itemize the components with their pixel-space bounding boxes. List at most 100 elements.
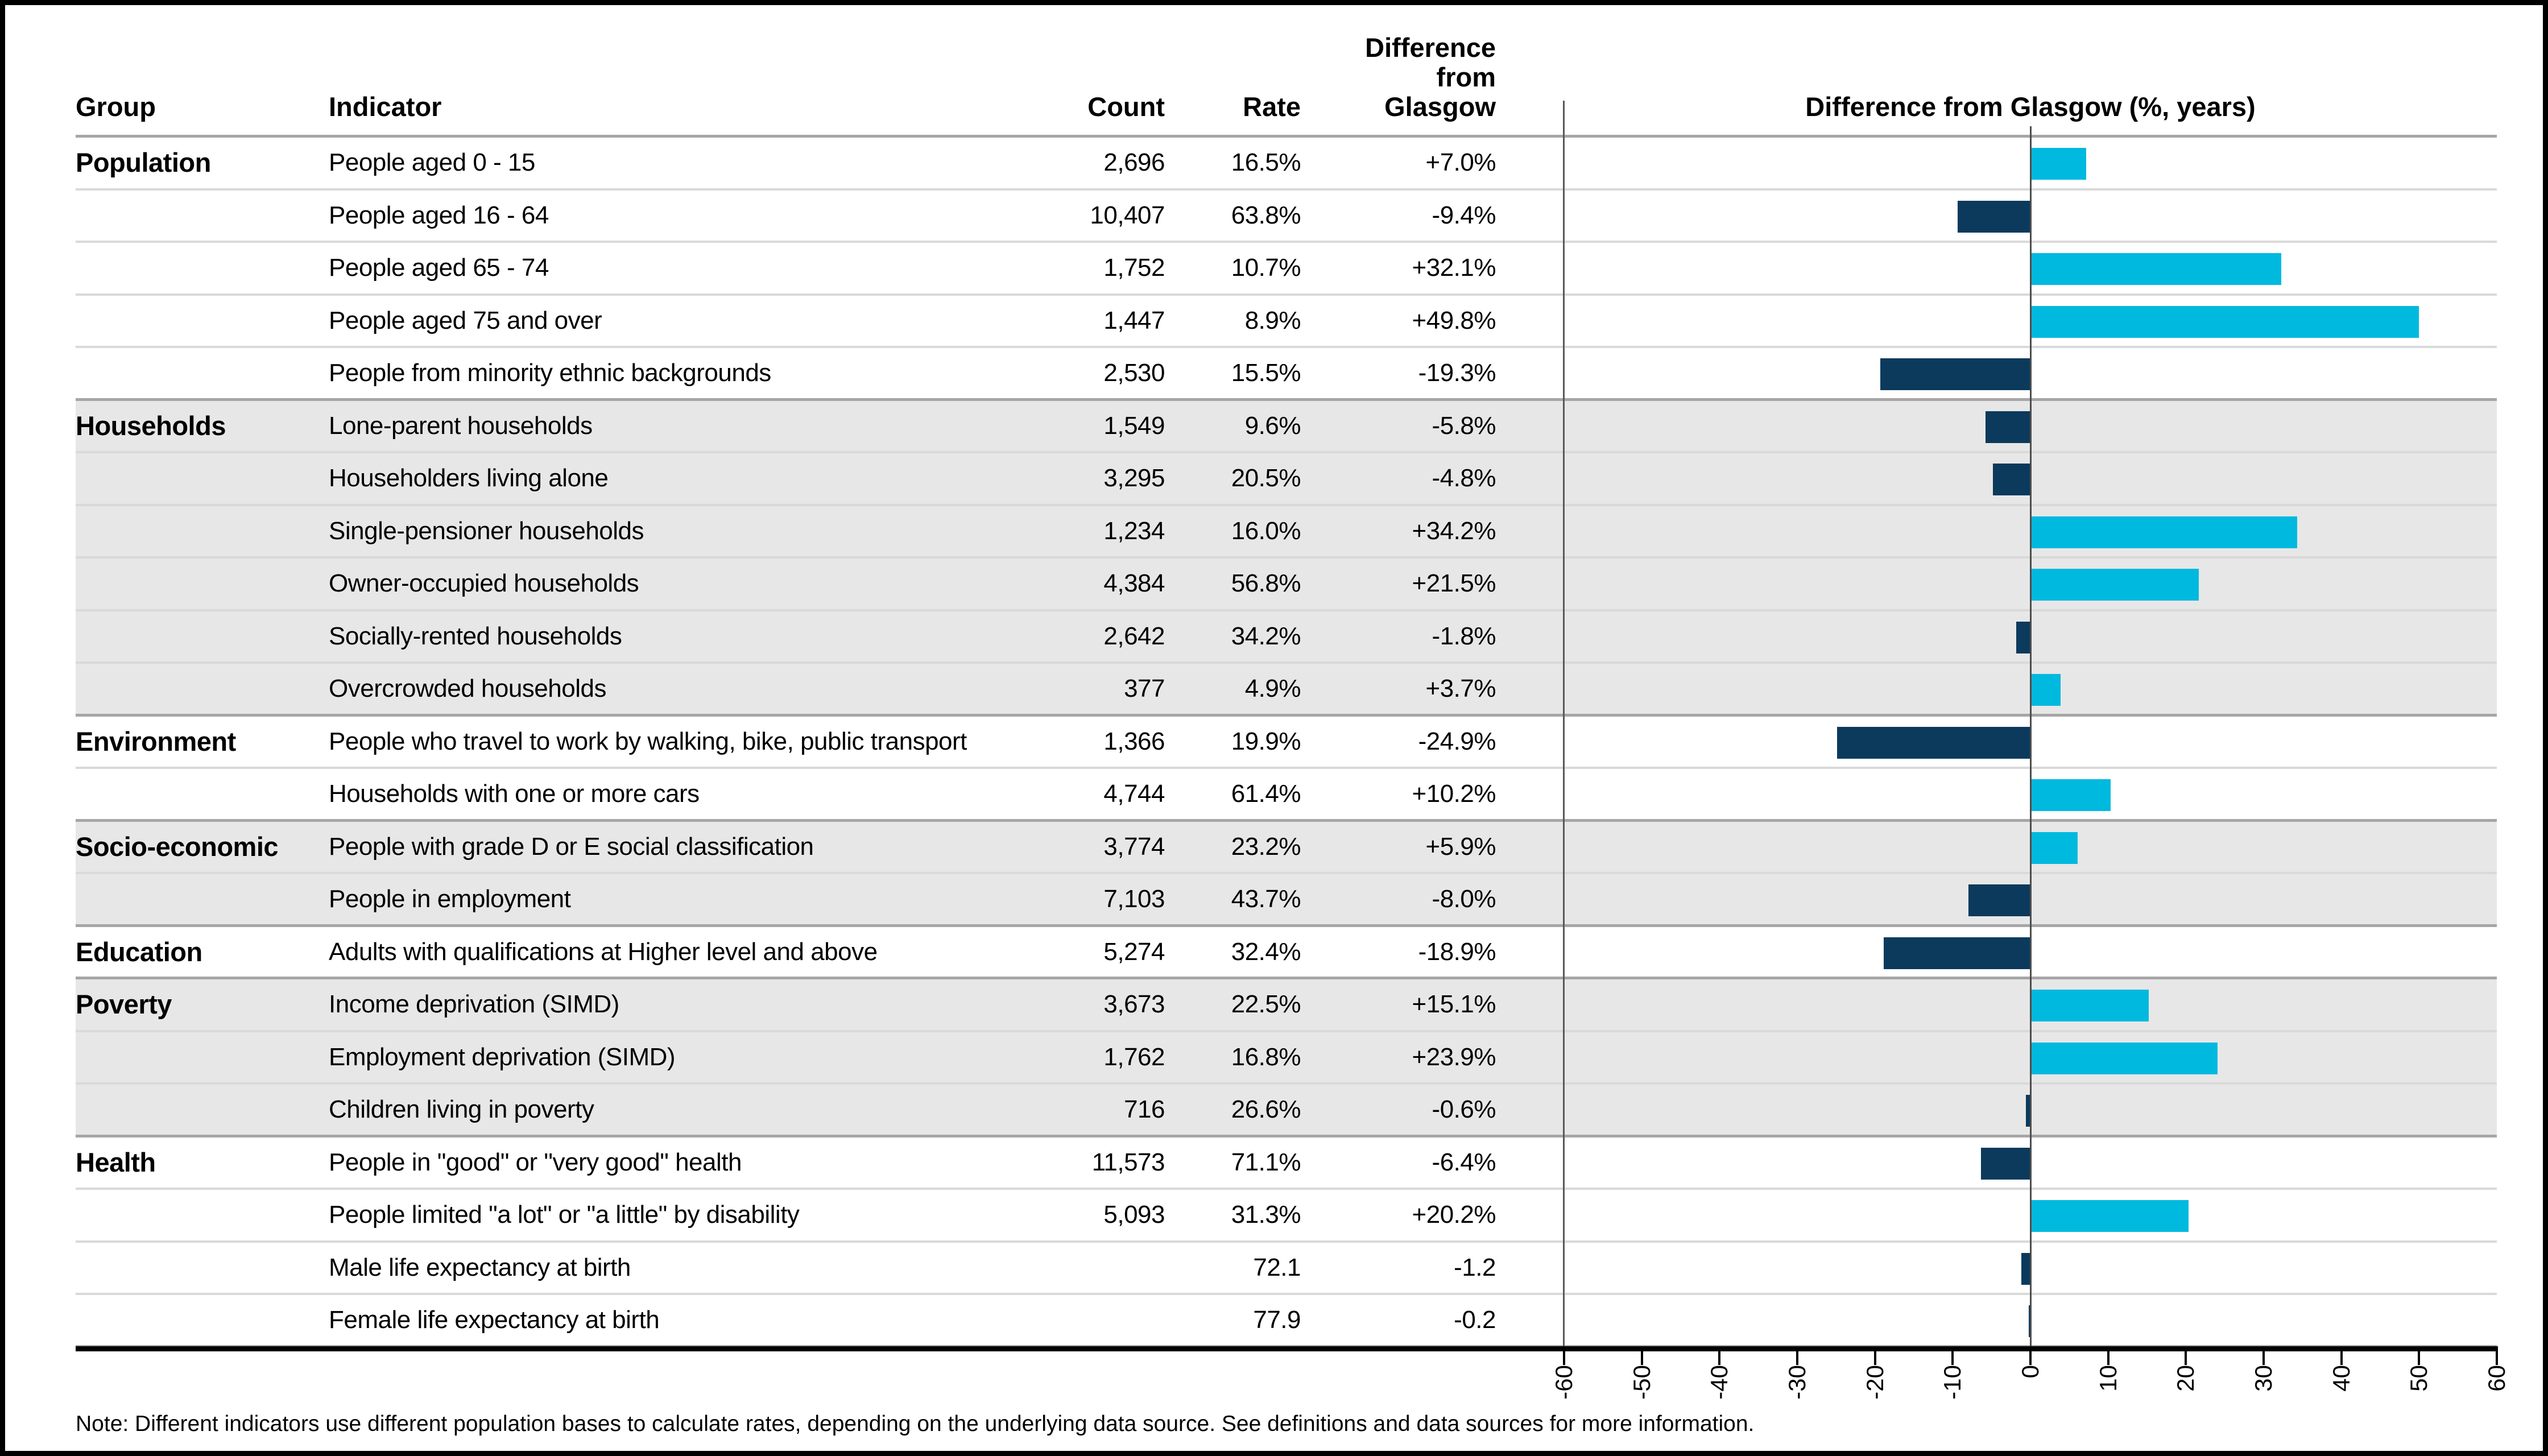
- diff-bar: [2032, 1042, 2218, 1074]
- rate-cell: 63.8%: [1231, 201, 1301, 229]
- indicator-cell: People in employment: [329, 885, 571, 913]
- axis-tick: [1951, 1351, 1954, 1365]
- chart-cell: [1564, 559, 2497, 609]
- diff-cell: -1.2: [1454, 1253, 1496, 1281]
- diff-bar: [1836, 726, 2030, 759]
- table-row: Households with one or more cars 4,744 61.…: [76, 769, 2497, 822]
- chart-cell: [1564, 1190, 2497, 1240]
- count-cell: 3,673: [1103, 990, 1165, 1018]
- count-cell: 1,752: [1103, 254, 1165, 282]
- rate-cell: 22.5%: [1231, 990, 1301, 1018]
- chart-cell: [1564, 874, 2497, 924]
- group-cell: Poverty: [76, 989, 172, 1019]
- indicator-cell: Households with one or more cars: [329, 780, 700, 808]
- chart-cell: [1564, 1243, 2497, 1293]
- table-row: Female life expectancy at birth 77.9 -0.2: [76, 1295, 2497, 1348]
- rate-cell: 8.9%: [1244, 306, 1301, 334]
- rate-cell: 9.6%: [1244, 411, 1301, 440]
- chart-title: Difference from Glasgow (%, years): [1805, 92, 2256, 122]
- group-cell: Health: [76, 1147, 156, 1177]
- diff-bar: [2032, 674, 2061, 706]
- rate-cell: 10.7%: [1231, 254, 1301, 282]
- rate-cell: 32.4%: [1231, 937, 1301, 966]
- indicator-cell: Single-pensioner households: [329, 516, 644, 545]
- axis-tick-label: 20: [2172, 1365, 2199, 1392]
- chart-cell: [1564, 769, 2497, 819]
- count-cell: 716: [1124, 1095, 1165, 1123]
- x-axis-line: [76, 1346, 2498, 1351]
- indicator-cell: People aged 16 - 64: [329, 201, 549, 229]
- group-cell: Socio-economic: [76, 831, 279, 862]
- diff-cell: +49.8%: [1412, 306, 1496, 334]
- rate-cell: 23.2%: [1231, 832, 1301, 861]
- diff-bar: [2025, 1095, 2030, 1127]
- header-indicator: Indicator: [329, 92, 442, 122]
- rate-cell: 34.2%: [1231, 622, 1301, 650]
- table-row: Households Lone-parent households 1,549 9.6…: [76, 400, 2497, 453]
- group-cell: Population: [76, 147, 211, 177]
- diff-bar: [1980, 1147, 2030, 1180]
- axis-tick: [2029, 1351, 2032, 1365]
- table-row: People aged 75 and over 1,447 8.9% +49.8%: [76, 296, 2497, 348]
- table-row: Employment deprivation (SIMD) 1,762 16.8% +…: [76, 1032, 2497, 1085]
- axis-tick: [2496, 1351, 2498, 1365]
- chart-cell: [1564, 506, 2497, 557]
- chart-cell: [1564, 191, 2497, 241]
- indicator-cell: People aged 0 - 15: [329, 148, 535, 176]
- axis-tick: [1718, 1351, 1721, 1365]
- table-row: Poverty Income deprivation (SIMD) 3,673 22.…: [76, 979, 2497, 1032]
- chart-cell: [1564, 1138, 2497, 1188]
- diff-bar: [2032, 1200, 2189, 1232]
- rate-cell: 16.8%: [1231, 1043, 1301, 1071]
- diff-cell: -24.9%: [1418, 727, 1496, 755]
- table-row: Health People in "good" or "very good" he…: [76, 1138, 2497, 1190]
- count-cell: 11,573: [1091, 1148, 1165, 1176]
- indicator-cell: Female life expectancy at birth: [329, 1306, 660, 1334]
- diff-cell: +5.9%: [1425, 832, 1496, 861]
- axis-tick-label: 10: [2094, 1365, 2121, 1392]
- count-cell: 2,642: [1103, 622, 1165, 650]
- rate-cell: 56.8%: [1231, 569, 1301, 597]
- rate-cell: 15.5%: [1231, 359, 1301, 387]
- rate-cell: 31.3%: [1231, 1201, 1301, 1228]
- axis-tick: [2107, 1351, 2109, 1365]
- indicator-cell: Socially-rented households: [329, 622, 622, 650]
- axis-tick-label: -10: [1939, 1365, 1966, 1400]
- diff-bar: [2032, 990, 2149, 1021]
- header-count: Count: [1087, 92, 1165, 122]
- group-cell: Households: [76, 410, 226, 441]
- indicator-cell: Lone-parent households: [329, 411, 593, 440]
- chart-cell: [1564, 611, 2497, 662]
- group-cell: [76, 348, 323, 398]
- diff-cell: +10.2%: [1412, 780, 1496, 808]
- group-cell: [76, 1243, 323, 1293]
- rate-cell: 61.4%: [1231, 780, 1301, 808]
- table-row: Environment People who travel to work by …: [76, 717, 2497, 769]
- table-body: Population People aged 0 - 15 2,696 16.5% +7…: [76, 138, 2497, 1348]
- diff-cell: -1.8%: [1432, 622, 1496, 650]
- header-group: Group: [76, 92, 156, 122]
- axis-tick: [1563, 1351, 1565, 1365]
- header-difference-line3: Glasgow: [1384, 92, 1496, 122]
- chart-cell: [1564, 1295, 2497, 1345]
- indicator-cell: People with grade D or E social classifi…: [329, 832, 814, 861]
- diff-bar: [1993, 464, 2030, 495]
- table-row: People from minority ethnic backgrounds 2…: [76, 348, 2497, 401]
- rate-cell: 16.0%: [1231, 516, 1301, 545]
- diff-cell: -0.6%: [1432, 1095, 1496, 1123]
- chart-cell: [1564, 717, 2497, 767]
- diff-cell: -6.4%: [1432, 1148, 1496, 1176]
- diff-cell: -0.2: [1454, 1306, 1496, 1334]
- count-cell: 7,103: [1103, 885, 1165, 913]
- table-row: Male life expectancy at birth 72.1 -1.2: [76, 1243, 2497, 1295]
- group-cell: [76, 1032, 323, 1083]
- axis-tick-label: 50: [2405, 1365, 2433, 1392]
- group-cell: [76, 1295, 323, 1345]
- indicator-cell: Overcrowded households: [329, 675, 606, 702]
- diff-bar: [1985, 411, 2030, 443]
- diff-bar: [2029, 1305, 2030, 1337]
- diff-cell: -9.4%: [1432, 201, 1496, 229]
- indicator-cell: Employment deprivation (SIMD): [329, 1043, 676, 1071]
- axis-tick: [2418, 1351, 2421, 1365]
- chart-cell: [1564, 1085, 2497, 1135]
